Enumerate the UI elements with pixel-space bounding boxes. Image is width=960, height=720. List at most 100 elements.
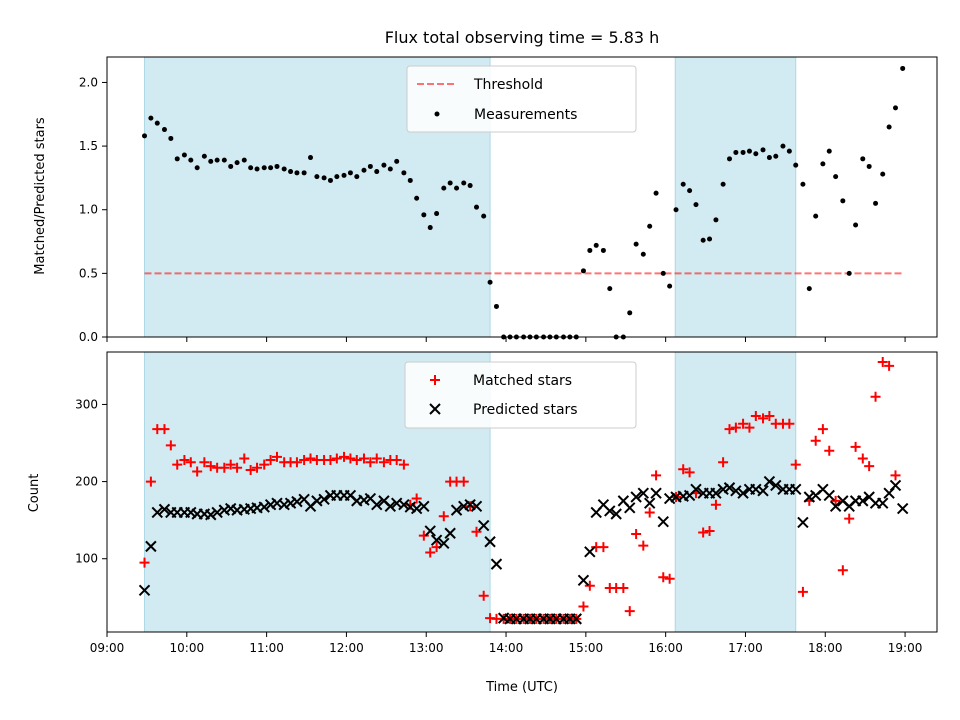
- matched-star-point: [411, 493, 422, 504]
- top-y-tick-label: 1.0: [79, 203, 98, 217]
- top-legend-box: [406, 65, 637, 133]
- matched-star-point: [764, 411, 775, 422]
- x-tick-label: 13:00: [409, 641, 444, 655]
- measurement-point: [474, 204, 480, 210]
- matched-star-point: [418, 530, 429, 541]
- measurement-point: [308, 155, 314, 161]
- legend-measurements-label: Measurements: [474, 107, 577, 123]
- matched-star-point: [345, 453, 356, 464]
- measurement-point: [813, 213, 819, 219]
- matched-star-point: [471, 526, 482, 537]
- measurement-point: [447, 180, 453, 186]
- predicted-star-point: [151, 506, 163, 519]
- top-panel: 0.0 0.5 1.0 1.5 2.0 Threshold Measurements: [79, 56, 938, 344]
- measurement-point: [760, 147, 766, 153]
- matched-star-point: [265, 454, 276, 465]
- matched-star-point: [844, 513, 855, 524]
- predicted-star-point: [889, 479, 902, 492]
- predicted-star-point: [637, 487, 650, 499]
- matched-star-point: [704, 525, 715, 536]
- predicted-star-point: [577, 574, 590, 587]
- matched-star-point: [365, 457, 376, 468]
- measurement-point: [427, 225, 433, 231]
- matched-star-point: [817, 424, 828, 435]
- measurement-point: [481, 213, 487, 219]
- measurement-point: [580, 268, 586, 274]
- bottom-y-tick-label: 100: [75, 552, 98, 566]
- predicted-star-point: [730, 485, 742, 497]
- matched-star-point: [199, 457, 210, 468]
- matched-star-point: [857, 453, 868, 464]
- matched-star-point: [299, 454, 310, 465]
- measurement-point: [826, 148, 832, 154]
- measurement-point: [780, 143, 786, 149]
- measurement-point: [461, 180, 467, 186]
- matched-star-point: [305, 453, 316, 464]
- matched-star-point: [750, 411, 761, 422]
- x-tick-label: 19:00: [888, 641, 923, 655]
- x-tick-label: 11:00: [249, 641, 284, 655]
- matched-star-point: [877, 357, 888, 368]
- predicted-star-point: [291, 495, 303, 508]
- measurement-point: [740, 149, 746, 155]
- legend-predicted-label: Predicted stars: [473, 402, 578, 418]
- x-tick-label: 16:00: [648, 641, 683, 655]
- predicted-star-point: [205, 509, 217, 521]
- matched-star-point: [239, 453, 250, 464]
- measurement-point: [786, 148, 792, 154]
- measurement-point: [587, 247, 593, 253]
- predicted-star-point: [737, 487, 749, 499]
- measurement-point: [593, 242, 599, 248]
- matched-star-point: [810, 435, 821, 446]
- x-tick-label: 09:00: [90, 641, 125, 655]
- x-axis-label: Time (UTC): [485, 680, 558, 695]
- measurement-point: [627, 310, 633, 316]
- measurement-point: [347, 170, 353, 176]
- legend-matched-swatch: [430, 375, 440, 385]
- measurement-point: [693, 202, 699, 208]
- matched-star-point: [271, 451, 282, 462]
- predicted-star-point: [398, 499, 410, 511]
- matched-star-point: [438, 511, 449, 522]
- measurement-point: [414, 195, 420, 201]
- measurement-point: [194, 165, 200, 171]
- matched-star-point: [784, 418, 795, 429]
- predicted-star-point: [723, 482, 736, 494]
- top-shaded-interval: [674, 56, 797, 338]
- matched-star-point: [850, 441, 861, 452]
- predicted-star-point: [384, 500, 397, 512]
- matched-star-point: [624, 606, 635, 617]
- chart-title: Flux total observing time = 5.83 h: [385, 28, 660, 47]
- top-y-tick-label: 0.0: [79, 330, 98, 344]
- measurement-point: [214, 157, 220, 163]
- matched-star-point: [730, 422, 741, 433]
- predicted-star-point: [584, 546, 596, 558]
- top-axes-frame: [106, 56, 938, 338]
- measurement-point: [773, 153, 779, 159]
- predicted-star-point: [896, 502, 909, 515]
- matched-star-point: [331, 453, 342, 464]
- matched-star-point: [797, 586, 808, 597]
- predicted-star-point: [424, 525, 436, 537]
- measurement-point: [886, 124, 892, 130]
- matched-star-point: [870, 391, 881, 402]
- matched-star-point: [644, 507, 655, 518]
- predicted-star-point: [318, 493, 330, 506]
- bottom-axes-frame: [106, 351, 938, 633]
- predicted-star-point: [211, 506, 223, 519]
- measurement-point: [700, 237, 706, 243]
- matched-star-point: [179, 454, 190, 465]
- measurement-point: [228, 163, 234, 169]
- measurement-point: [341, 172, 347, 178]
- predicted-star-point: [430, 534, 443, 546]
- predicted-star-point: [630, 491, 642, 503]
- matched-star-point: [830, 495, 841, 506]
- matched-star-point: [391, 454, 402, 465]
- top-legend: Threshold Measurements: [406, 65, 637, 133]
- measurement-point: [900, 65, 906, 71]
- top-y-axis-label: Matched/Predicted stars: [33, 117, 48, 275]
- measurement-point: [268, 165, 274, 171]
- predicted-star-point: [763, 475, 776, 488]
- matched-star-point: [325, 454, 336, 465]
- predicted-star-point: [797, 516, 809, 529]
